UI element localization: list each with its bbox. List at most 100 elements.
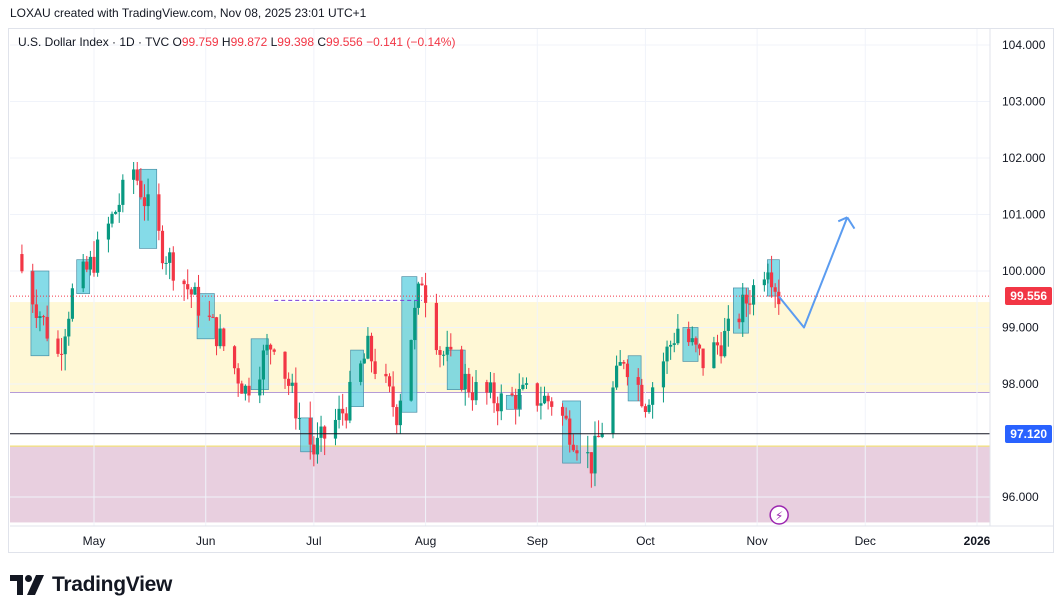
candle-body	[121, 179, 125, 205]
candle-body	[463, 373, 467, 390]
candle-body	[315, 437, 320, 455]
candle-body	[232, 346, 237, 369]
candle-body	[593, 435, 597, 474]
candle-body	[413, 307, 417, 341]
projection-path	[777, 216, 849, 329]
candle-body	[676, 328, 680, 344]
candle-body	[85, 261, 89, 270]
candle-body	[496, 403, 500, 412]
candle-body	[625, 363, 630, 378]
highlight-box	[401, 276, 418, 413]
candle-body	[524, 383, 529, 385]
candle-body	[611, 387, 615, 434]
zone-supply-demand-zone	[10, 302, 990, 393]
candle-body	[362, 358, 366, 364]
candle-body	[460, 349, 464, 390]
y-tick-label: 102.000	[1002, 151, 1046, 165]
lightning-icon: ⚡	[775, 509, 783, 523]
candle-body	[589, 452, 593, 474]
candle-body	[297, 417, 302, 419]
candle-body	[258, 379, 262, 396]
candle-body	[160, 230, 165, 264]
open-value: 99.759	[181, 35, 219, 49]
close-value: 99.556	[326, 35, 363, 49]
candle-body	[690, 338, 694, 343]
candle-body	[366, 335, 370, 359]
candle-body	[319, 426, 323, 438]
candle-body	[182, 280, 186, 285]
candle-body	[438, 350, 442, 355]
candle-body	[467, 373, 471, 393]
candle-body	[308, 417, 312, 445]
candle-body	[769, 272, 774, 288]
highlight-box	[682, 327, 699, 362]
x-tick-label: Oct	[636, 534, 655, 548]
candle-body	[517, 389, 521, 409]
symbol-legend: U.S. Dollar Index · 1D · TVC O99.759 H99…	[18, 35, 455, 49]
candle-body	[369, 335, 374, 362]
tradingview-wordmark: TradingView	[52, 573, 173, 596]
x-tick-label: Nov	[746, 534, 767, 548]
candle-body	[571, 444, 575, 451]
y-tick-label: 103.000	[1002, 95, 1046, 109]
tradingview-logo[interactable]: TradingView	[10, 572, 172, 598]
candle-body	[359, 363, 363, 382]
candle-body	[622, 362, 626, 364]
candle-body	[618, 362, 622, 366]
candle-body	[269, 344, 273, 350]
candle-body	[751, 285, 756, 305]
candle-body	[196, 286, 201, 316]
candle-body	[70, 288, 74, 319]
attribution-text: LOXAU created with TradingView.com, Nov …	[10, 6, 367, 20]
candle-body	[45, 316, 49, 339]
candle-body	[207, 315, 211, 317]
tradingview-logo-icon	[10, 575, 44, 595]
candle-body	[510, 393, 514, 396]
candle-body	[542, 395, 547, 404]
candle-body	[333, 419, 338, 439]
candle-body	[568, 418, 572, 445]
candle-body	[586, 452, 590, 454]
candle-body	[157, 194, 161, 231]
x-tick-label: Jul	[306, 534, 321, 548]
candle-body	[672, 343, 676, 345]
axes-layer: May Jun Jul Aug Sep Oct Nov Dec 2026 104.000 103.0…	[10, 29, 1053, 548]
candle-body	[737, 318, 741, 323]
candle-body	[449, 346, 453, 350]
chart-frame[interactable]	[8, 28, 1054, 553]
candle-body	[20, 254, 24, 272]
candle-body	[636, 377, 640, 385]
candle-body	[514, 395, 518, 409]
candle-body	[218, 328, 222, 347]
candle-body	[186, 284, 190, 290]
candle-body	[373, 361, 377, 374]
candle-body	[391, 386, 395, 408]
candle-body	[550, 401, 554, 407]
candle-body	[341, 408, 345, 414]
candle-body	[67, 318, 71, 337]
x-tick-label: Dec	[855, 534, 876, 548]
candle-body	[661, 361, 666, 388]
candle-body	[114, 211, 118, 214]
x-tick-label: Sep	[527, 534, 549, 548]
candle-body	[485, 382, 489, 393]
candle-body	[283, 351, 287, 379]
candle-body	[651, 387, 655, 405]
candle-body	[88, 256, 92, 270]
candle-body	[323, 426, 327, 439]
candle-body	[560, 406, 565, 416]
grid-layer	[10, 29, 990, 526]
candle-body	[643, 406, 648, 413]
candle-body	[474, 382, 478, 401]
candle-body	[395, 407, 399, 426]
candle-body	[189, 289, 193, 295]
high-label: H	[221, 35, 231, 49]
candle-body	[614, 365, 619, 388]
candle-body	[521, 384, 525, 390]
y-tick-label: 104.000	[1002, 38, 1046, 52]
candle-body	[344, 413, 348, 421]
x-tick-label: 2026	[964, 534, 991, 548]
x-tick-label: May	[83, 534, 106, 548]
candle-body	[337, 408, 341, 420]
